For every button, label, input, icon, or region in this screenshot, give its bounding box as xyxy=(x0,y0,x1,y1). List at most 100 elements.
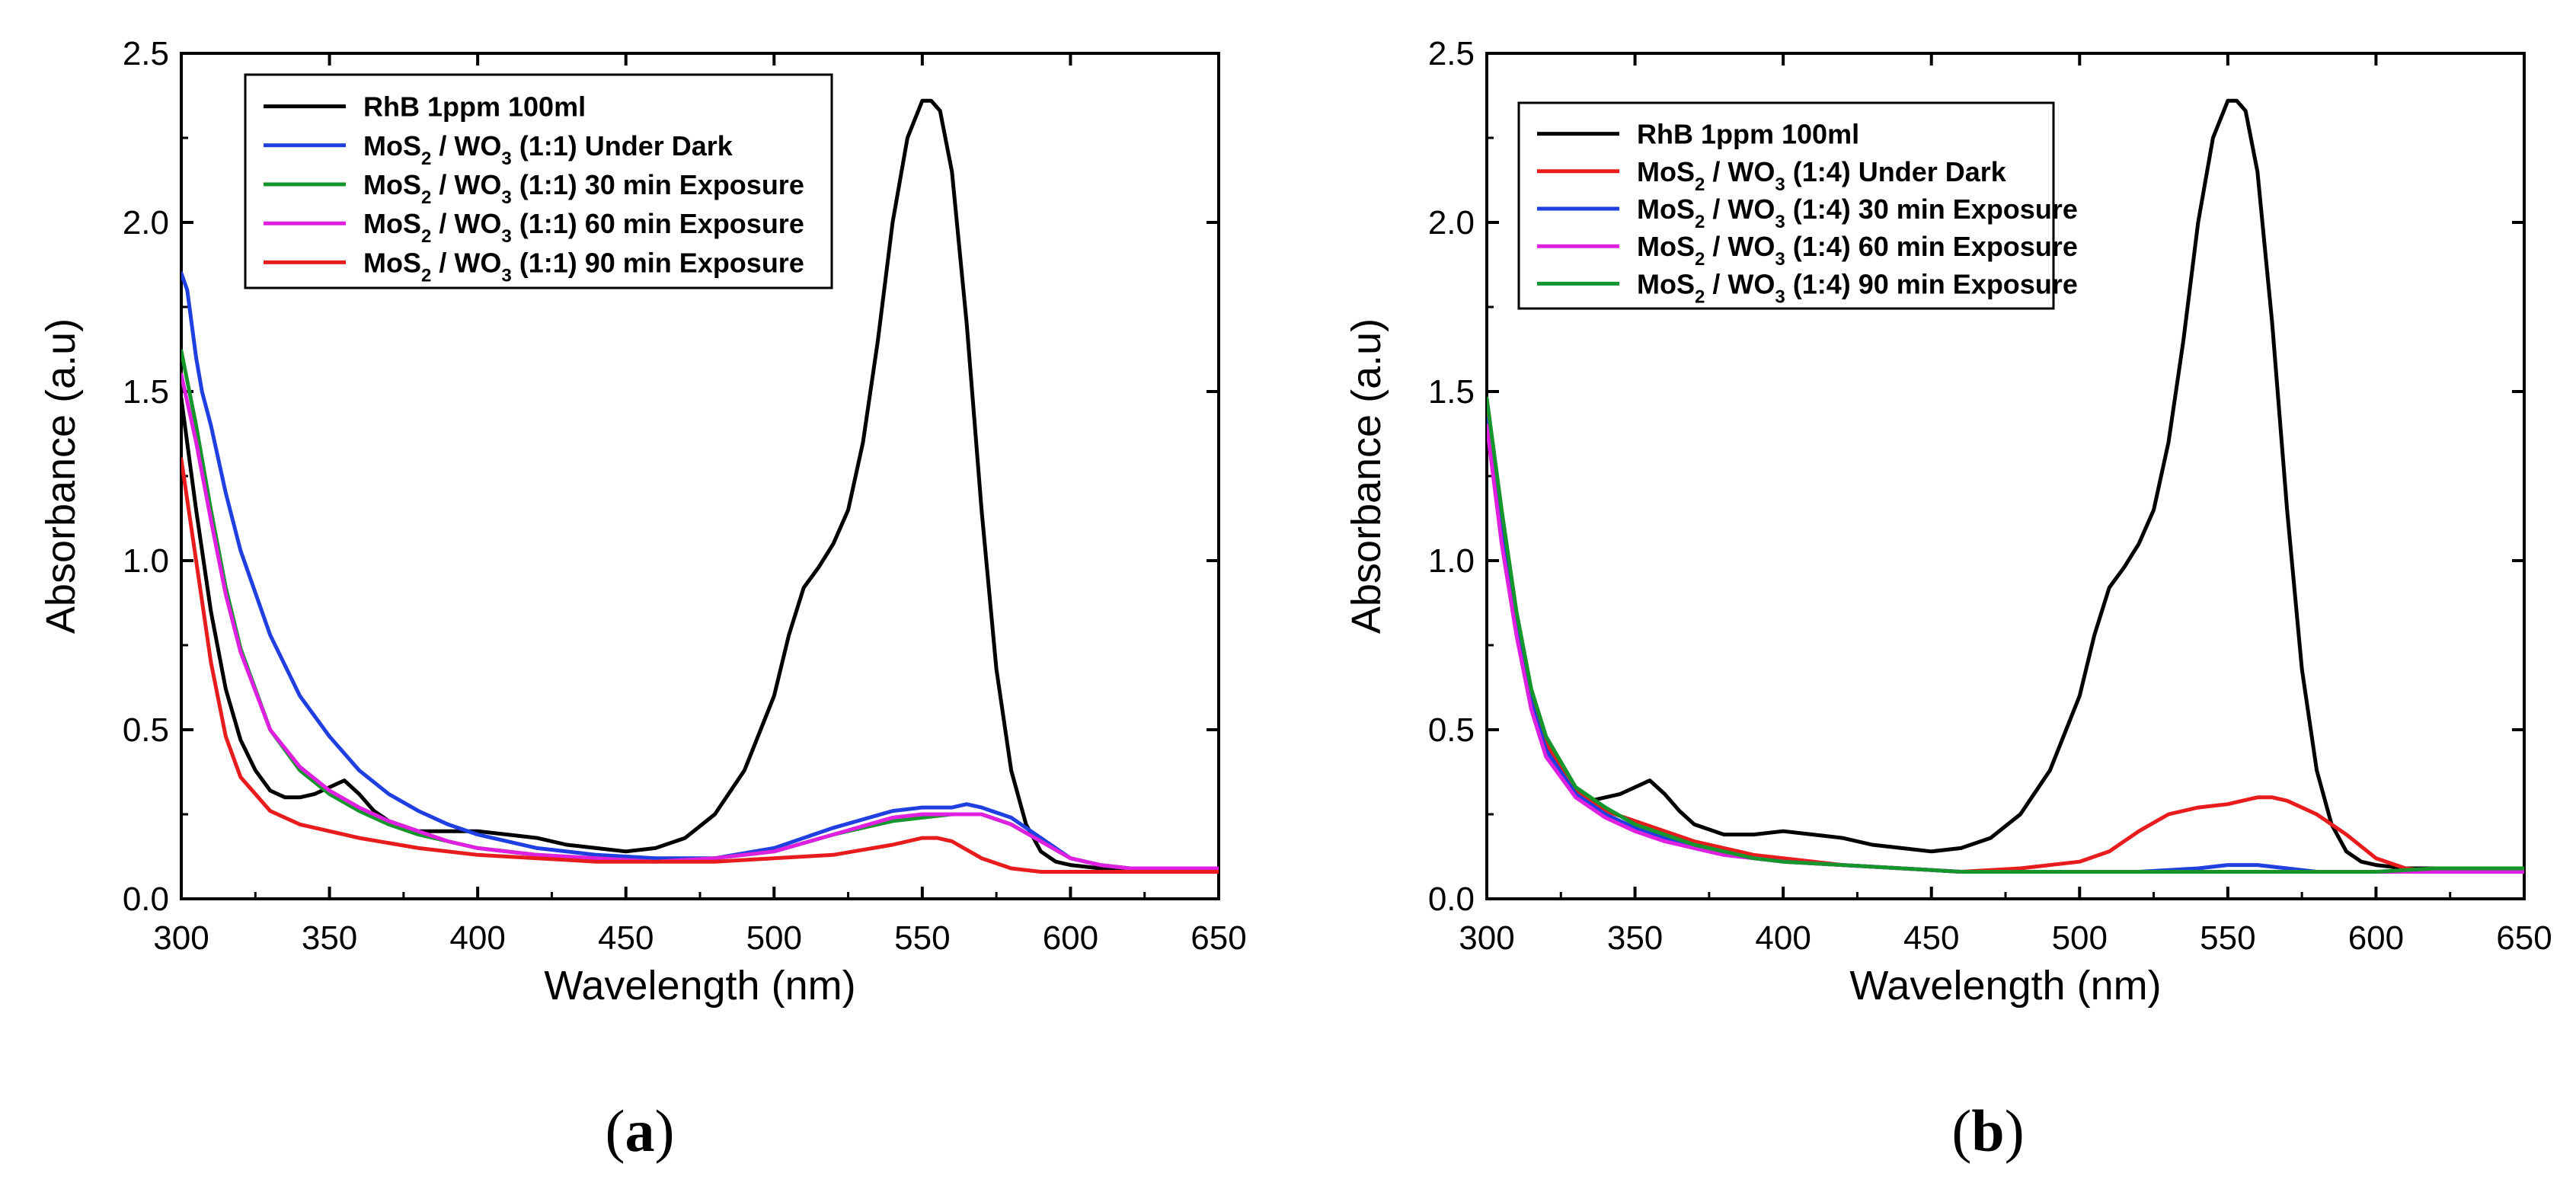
legend-text: RhB 1ppm 100ml xyxy=(1637,119,1859,150)
legend-text: MoS xyxy=(1637,231,1695,262)
x-tick-label: 400 xyxy=(449,919,505,957)
legend-text: MoS xyxy=(363,247,421,278)
legend-subscript: 2 xyxy=(421,149,431,169)
series-line-1 xyxy=(181,98,1219,871)
legend-text: MoS xyxy=(1637,193,1695,225)
legend-subscript: 2 xyxy=(1695,212,1705,232)
legend-label-3: MoS2 / WO3 (1:1) 30 min Exposure xyxy=(363,169,804,208)
y-tick-label: 2.5 xyxy=(1428,35,1475,72)
y-tick-label: 2.0 xyxy=(1428,204,1475,241)
legend-subscript: 2 xyxy=(1695,174,1705,195)
legend-text: / WO xyxy=(1705,193,1775,225)
legend-label-1: RhB 1ppm 100ml xyxy=(1637,119,1859,150)
legend-subscript: 3 xyxy=(501,226,511,247)
panel-caption-b-letter: b xyxy=(1971,1098,2005,1164)
panel-caption-b: (b) xyxy=(1951,1098,2025,1164)
legend-text: (1:4) 90 min Exposure xyxy=(1785,268,2078,299)
x-tick-label: 350 xyxy=(1607,919,1663,957)
legend-subscript: 2 xyxy=(1695,249,1705,270)
legend-text: / WO xyxy=(1705,268,1775,299)
x-tick-label: 300 xyxy=(153,919,209,957)
x-tick-label: 650 xyxy=(2496,919,2552,957)
y-tick-label: 1.0 xyxy=(1428,542,1475,580)
legend-subscript: 2 xyxy=(421,187,431,208)
series-line-5 xyxy=(1487,396,2524,874)
y-tick-label: 0.0 xyxy=(123,881,169,918)
x-tick-label: 450 xyxy=(1903,919,1959,957)
x-tick-label: 350 xyxy=(302,919,357,957)
legend-text: MoS xyxy=(363,130,421,161)
legend-label-1: RhB 1ppm 100ml xyxy=(363,91,586,123)
legend-text: (1:1) Under Dark xyxy=(512,130,733,161)
y-axis-title: Absorbance (a.u) xyxy=(1344,318,1389,634)
series-line-2 xyxy=(1487,406,2524,874)
legend-label-4: MoS2 / WO3 (1:1) 60 min Exposure xyxy=(363,208,804,247)
legend-subscript: 2 xyxy=(421,265,431,286)
x-axis-title: Wavelength (nm) xyxy=(544,963,855,1009)
y-tick-label: 2.5 xyxy=(123,35,169,72)
y-tick-label: 0.0 xyxy=(1428,881,1475,918)
legend-subscript: 3 xyxy=(501,187,511,208)
legend-label-3: MoS2 / WO3 (1:4) 30 min Exposure xyxy=(1637,193,2078,232)
legend-text: (1:4) 30 min Exposure xyxy=(1785,193,2078,225)
legend-label-5: MoS2 / WO3 (1:1) 90 min Exposure xyxy=(363,247,804,286)
legend-text: / WO xyxy=(431,169,501,200)
y-axis-title: Absorbance (a.u) xyxy=(38,318,84,634)
panel-caption-a: (a) xyxy=(605,1098,675,1164)
panel-caption-a-letter: a xyxy=(625,1098,655,1164)
series-line-4 xyxy=(181,372,1219,871)
legend-label-2: MoS2 / WO3 (1:4) Under Dark xyxy=(1637,156,2007,195)
x-tick-label: 400 xyxy=(1755,919,1811,957)
chart-b-svg: 300 350 400 450 500 550 600 650 0.0 0.5 1.0 1.5 2.0 2… xyxy=(1344,35,2552,1009)
x-tick-label: 550 xyxy=(894,919,950,957)
legend-text: / WO xyxy=(431,247,501,278)
x-tick-label: 650 xyxy=(1191,919,1246,957)
y-tick-label: 1.5 xyxy=(123,373,169,411)
series-line-3 xyxy=(1487,417,2524,874)
legend-label-4: MoS2 / WO3 (1:4) 60 min Exposure xyxy=(1637,231,2078,270)
legend-subscript: 2 xyxy=(1695,286,1705,307)
chart-panel-a: 300 350 400 450 500 550 600 650 0.0 0.5 1.0 1.5 2.0 2… xyxy=(0,0,1287,1186)
x-tick-label: 450 xyxy=(598,919,654,957)
legend-text: (1:1) 60 min Exposure xyxy=(512,208,804,239)
legend-subscript: 3 xyxy=(1775,286,1785,307)
legend-text: (1:1) 90 min Exposure xyxy=(512,247,804,278)
chart-panel-b: 300 350 400 450 500 550 600 650 0.0 0.5 1.0 1.5 2.0 2… xyxy=(1289,0,2576,1186)
y-tick-label: 1.5 xyxy=(1428,373,1475,411)
series-line-2 xyxy=(181,271,1219,871)
legend-text: (1:1) 30 min Exposure xyxy=(512,169,804,200)
legend-label-5: MoS2 / WO3 (1:4) 90 min Exposure xyxy=(1637,268,2078,307)
legend-text: MoS xyxy=(1637,156,1695,187)
legend-text: / WO xyxy=(431,208,501,239)
legend-text: (1:4) Under Dark xyxy=(1785,156,2007,187)
y-tick-label: 0.5 xyxy=(1428,711,1475,749)
legend-text: MoS xyxy=(363,169,421,200)
y-tick-label: 2.0 xyxy=(123,204,169,241)
legend-text: (1:4) 60 min Exposure xyxy=(1785,231,2078,262)
legend-subscript: 3 xyxy=(1775,174,1785,195)
y-tick-label: 1.0 xyxy=(123,542,169,580)
series-line-1 xyxy=(1487,98,2524,871)
legend-text: / WO xyxy=(1705,156,1775,187)
x-tick-label: 550 xyxy=(2200,919,2255,957)
legend-text: / WO xyxy=(431,130,501,161)
legend-label-2: MoS2 / WO3 (1:1) Under Dark xyxy=(363,130,733,169)
x-tick-label: 500 xyxy=(2052,919,2108,957)
chart-a-svg: 300 350 400 450 500 550 600 650 0.0 0.5 1.0 1.5 2.0 2… xyxy=(38,35,1247,1009)
series-line-4 xyxy=(1487,423,2524,874)
legend-text: RhB 1ppm 100ml xyxy=(363,91,586,123)
x-tick-label: 300 xyxy=(1459,919,1514,957)
series-line-5 xyxy=(181,457,1219,874)
legend-text: MoS xyxy=(363,208,421,239)
x-tick-label: 600 xyxy=(2348,919,2404,957)
legend-text: MoS xyxy=(1637,268,1695,299)
y-tick-label: 0.5 xyxy=(123,711,169,749)
x-axis-title: Wavelength (nm) xyxy=(1849,963,2161,1009)
legend-box xyxy=(244,73,833,289)
legend-subscript: 3 xyxy=(1775,249,1785,270)
legend-subscript: 2 xyxy=(421,226,431,247)
legend-box xyxy=(1517,101,2055,310)
legend-subscript: 3 xyxy=(501,265,511,286)
series-line-3 xyxy=(181,349,1219,871)
legend-text: / WO xyxy=(1705,231,1775,262)
